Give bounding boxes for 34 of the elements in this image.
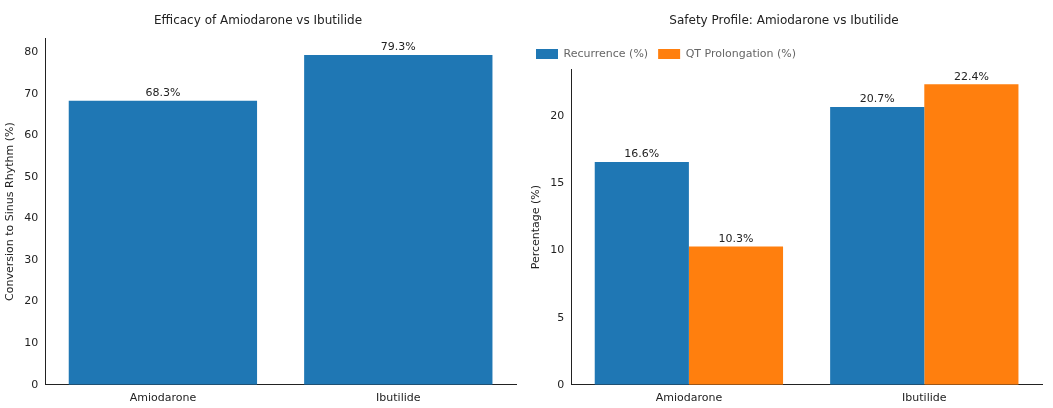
- bar: [594, 162, 689, 385]
- bar: [688, 246, 784, 385]
- bar: [830, 106, 925, 385]
- y-tick-label: 20: [550, 109, 565, 123]
- x-tick-label: Ibutilide: [376, 391, 421, 405]
- y-tick-label: 10: [24, 336, 39, 350]
- bar: [924, 84, 1019, 385]
- y-tick-label: 0: [557, 377, 565, 391]
- y-tick-label: 40: [24, 211, 39, 225]
- chart-title: Safety Profile: Amiodarone vs Ibutilide: [669, 13, 899, 28]
- y-tick-label: 10: [550, 243, 565, 257]
- y-axis-title: Percentage (%): [529, 184, 543, 270]
- data-label: 16.6%: [624, 147, 660, 161]
- legend-label: Recurrence (%): [563, 46, 649, 60]
- y-axis-title: Conversion to Sinus Rhythm (%): [3, 122, 17, 301]
- x-tick-label: Amiodarone: [129, 391, 197, 405]
- chart-title: Efficacy of Amiodarone vs Ibutilide: [153, 13, 363, 28]
- data-label: 79.3%: [380, 40, 416, 54]
- y-tick-label: 80: [24, 44, 39, 58]
- legend-label: QT Prolongation (%): [685, 46, 797, 60]
- data-label: 10.3%: [718, 231, 754, 245]
- y-tick-label: 30: [24, 252, 39, 266]
- data-label: 22.4%: [953, 69, 989, 83]
- y-tick-label: 60: [24, 128, 39, 142]
- data-label: 68.3%: [145, 86, 181, 100]
- x-tick-label: Ibutilide: [902, 391, 947, 405]
- y-tick-label: 50: [24, 169, 39, 183]
- y-tick-label: 0: [31, 377, 39, 391]
- y-tick-label: 20: [24, 294, 39, 308]
- y-tick-label: 15: [550, 176, 565, 190]
- data-label: 20.7%: [859, 92, 895, 106]
- y-tick-label: 70: [24, 86, 39, 100]
- y-tick-label: 5: [557, 310, 565, 324]
- x-tick-label: Amiodarone: [655, 391, 723, 405]
